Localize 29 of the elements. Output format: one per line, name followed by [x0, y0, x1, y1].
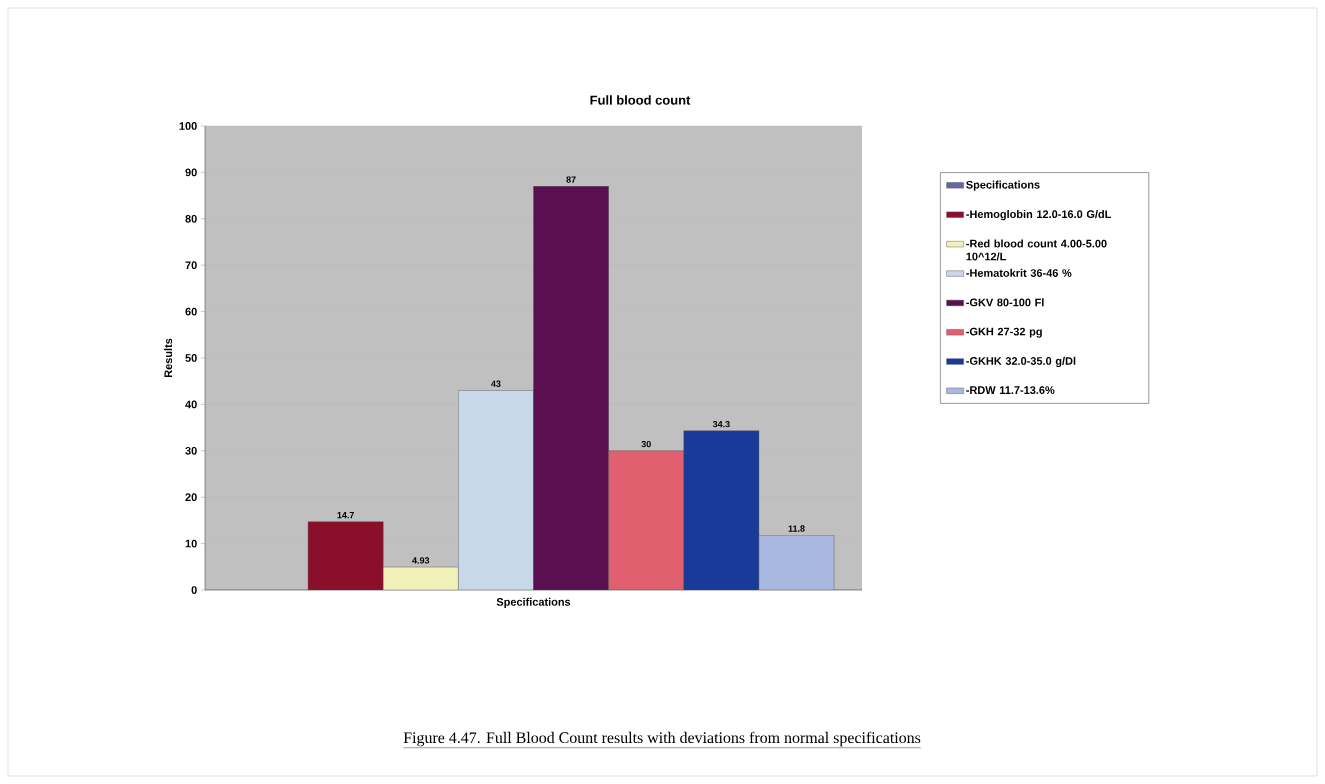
y-tick-label: 20	[185, 493, 197, 502]
data-label: 43	[491, 380, 501, 387]
legend-label: -Hemoglobin 12.0-16.0 G/dL	[966, 210, 1112, 221]
y-tick-label: 60	[185, 307, 197, 316]
y-tick-label: 90	[185, 168, 197, 177]
legend-label: -Red blood count 4.00-5.00 10^12/L	[966, 239, 1107, 261]
y-tick-label: 10	[185, 539, 197, 548]
legend-label: -GKHK 32.0-35.0 g/Dl	[966, 356, 1076, 368]
legend-label: -GKV 80-100 Fl	[966, 298, 1044, 307]
legend-label: Specifications	[966, 180, 1040, 191]
data-label: 4.93	[412, 557, 430, 564]
caption: Figure 4.47. Full Blood Count results with deviations from normal specifications	[403, 731, 921, 747]
y-axis-title: Results	[164, 338, 173, 378]
legend-label: -Hematokrit 36-46 %	[966, 268, 1072, 277]
y-tick-label: 30	[185, 446, 197, 455]
data-label: 87	[566, 176, 576, 183]
data-label: 34.3	[712, 420, 730, 428]
legend-label: -GKH 27-32 pg	[966, 327, 1042, 338]
data-label: 11.8	[788, 525, 805, 532]
y-tick-label: 100	[179, 122, 197, 130]
data-label: 14.7	[337, 512, 354, 519]
y-tick-label: 0	[191, 586, 197, 594]
y-tick-label: 70	[185, 261, 197, 270]
y-tick-label: 80	[185, 214, 197, 223]
y-tick-label: 40	[185, 400, 197, 409]
data-label: 30	[641, 440, 651, 448]
y-tick-label: 50	[185, 354, 197, 362]
legend-label: -RDW 11.7-13.6%	[966, 386, 1055, 395]
chart-title: Full blood count	[590, 95, 691, 105]
